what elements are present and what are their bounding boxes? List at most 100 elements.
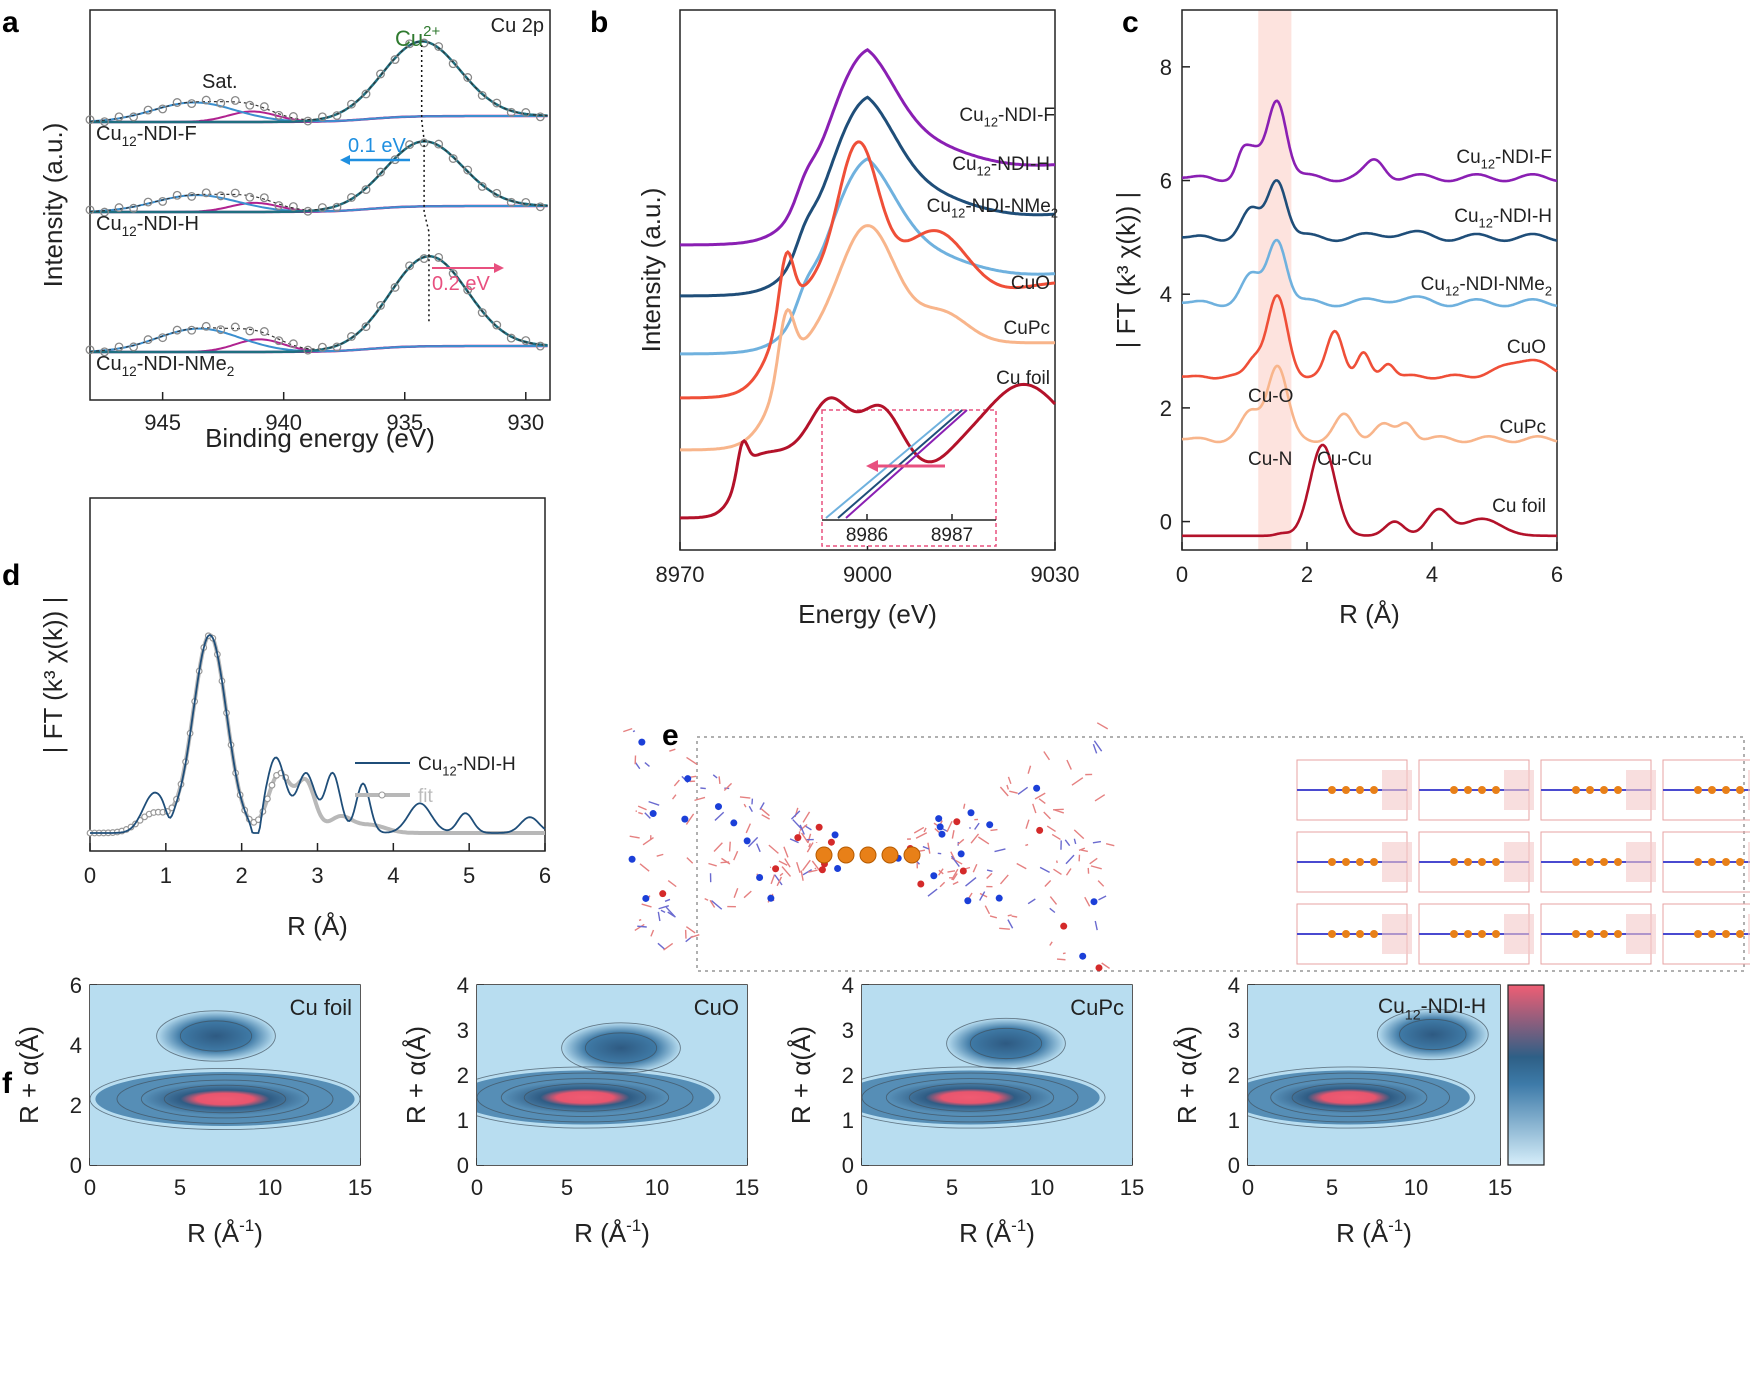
map-contour bbox=[477, 1072, 694, 1123]
xps-data-point bbox=[448, 269, 458, 279]
bond-stroke bbox=[728, 841, 731, 852]
xps-data-point bbox=[332, 202, 342, 212]
bond-stroke bbox=[950, 855, 960, 867]
x-tick-label-f: 0 bbox=[84, 1175, 96, 1200]
x-tick-label-f: 10 bbox=[1030, 1175, 1054, 1200]
y-axis-label-c: | FT (k³ χ(k)) | bbox=[1111, 192, 1141, 349]
lattice-copper bbox=[1356, 930, 1364, 938]
fit-marker bbox=[268, 781, 276, 789]
lattice-linker bbox=[1504, 842, 1534, 882]
x-tick-label-f: 15 bbox=[1120, 1175, 1144, 1200]
inset-tick-label: 8986 bbox=[846, 525, 888, 546]
bond-stroke bbox=[927, 842, 931, 854]
xps-data-point bbox=[477, 181, 487, 191]
bond-stroke bbox=[814, 867, 817, 870]
bond-stroke bbox=[747, 836, 759, 848]
y-axis-label-f: R + α(Å) bbox=[786, 1026, 816, 1124]
xps-data-point bbox=[506, 107, 516, 117]
xps-data-point bbox=[347, 332, 356, 341]
x-tick-label-c: 6 bbox=[1551, 562, 1563, 587]
lattice-linker bbox=[1748, 770, 1750, 810]
y-tick-label-c: 0 bbox=[1160, 510, 1172, 535]
copper-atom bbox=[859, 846, 877, 864]
xps-data-point bbox=[274, 110, 284, 120]
xps-data-point bbox=[477, 308, 487, 318]
lattice-copper bbox=[1342, 858, 1350, 866]
xanes-curve-3 bbox=[680, 140, 1056, 400]
lattice-copper bbox=[1450, 858, 1458, 866]
axes-frame-a bbox=[89, 9, 551, 401]
data-curve-d bbox=[90, 633, 546, 834]
map-content bbox=[1248, 985, 1500, 1165]
xps-data-point bbox=[405, 39, 415, 49]
bond-stroke bbox=[1038, 798, 1046, 804]
x-axis-label-f: R (Å-1) bbox=[187, 1216, 263, 1248]
bond-stroke bbox=[1093, 740, 1103, 752]
bond-stroke bbox=[1025, 819, 1030, 829]
y-tick-label-f: 6 bbox=[70, 973, 82, 998]
bond-stroke bbox=[641, 903, 652, 908]
bond-stroke bbox=[1017, 786, 1029, 795]
xps-data-point bbox=[201, 95, 211, 105]
bond-stroke bbox=[962, 803, 966, 809]
bond-stroke bbox=[957, 838, 965, 845]
lattice-copper bbox=[1736, 786, 1744, 794]
bond-stroke bbox=[1027, 765, 1032, 774]
series-label-c-4: CuPc bbox=[1500, 417, 1546, 438]
xps-data-point bbox=[506, 333, 516, 343]
lattice-copper bbox=[1586, 858, 1594, 866]
xps-data-point bbox=[463, 285, 473, 295]
inset-curve-1 bbox=[837, 409, 963, 519]
xps-data-point bbox=[434, 139, 444, 149]
xps-data-point bbox=[535, 202, 545, 212]
ft-curve-1 bbox=[1181, 179, 1558, 243]
lattice-copper bbox=[1328, 786, 1336, 794]
bond-stroke bbox=[656, 853, 664, 857]
lattice-linker bbox=[1626, 770, 1656, 810]
bond-stroke bbox=[779, 872, 784, 877]
xps-data-point bbox=[434, 252, 444, 262]
bond-stroke bbox=[1051, 833, 1061, 841]
atom bbox=[642, 894, 650, 902]
lattice-copper bbox=[1450, 786, 1458, 794]
lattice-copper bbox=[1356, 786, 1364, 794]
bond-stroke bbox=[999, 927, 1010, 930]
bond-stroke bbox=[1084, 896, 1091, 907]
xps-data-point bbox=[230, 188, 240, 198]
lattice-copper bbox=[1464, 858, 1472, 866]
xps-data-point bbox=[245, 100, 255, 110]
bond-stroke bbox=[1094, 920, 1098, 931]
panel-letter-a: a bbox=[2, 6, 19, 39]
map-content bbox=[90, 985, 360, 1165]
y-tick-label-f: 3 bbox=[1228, 1018, 1240, 1043]
series-label-b-4: CuPc bbox=[1004, 318, 1050, 339]
xps-data-point bbox=[201, 188, 211, 198]
lattice-copper bbox=[1370, 786, 1378, 794]
atom bbox=[638, 738, 646, 746]
bond-stroke bbox=[723, 782, 733, 792]
series-label-b-3: CuO bbox=[1011, 273, 1050, 294]
bond-stroke bbox=[1090, 865, 1102, 870]
bond-stroke bbox=[979, 892, 988, 898]
bond-stroke bbox=[989, 915, 998, 919]
atom bbox=[953, 818, 961, 826]
map-contour bbox=[1270, 1078, 1428, 1117]
xps-data-point bbox=[216, 325, 226, 335]
xps-data-point bbox=[172, 325, 182, 335]
bond-stroke bbox=[638, 918, 642, 922]
bond-stroke bbox=[743, 890, 752, 899]
y-tick-label-f: 2 bbox=[1228, 1063, 1240, 1088]
x-tick-label-d: 0 bbox=[84, 863, 96, 888]
panel-letter-e: e bbox=[662, 719, 679, 752]
atom bbox=[681, 815, 689, 823]
lattice-copper bbox=[1708, 858, 1716, 866]
y-axis-label-f: R + α(Å) bbox=[401, 1026, 431, 1124]
y-tick-label-c: 6 bbox=[1160, 169, 1172, 194]
atom bbox=[964, 897, 972, 905]
atom bbox=[659, 890, 667, 898]
xps-data-point bbox=[303, 116, 313, 126]
wavelet-map-2 bbox=[862, 985, 1132, 1165]
bond-stroke bbox=[658, 905, 670, 910]
bond-stroke bbox=[669, 748, 676, 752]
lattice-linker bbox=[1748, 914, 1750, 954]
